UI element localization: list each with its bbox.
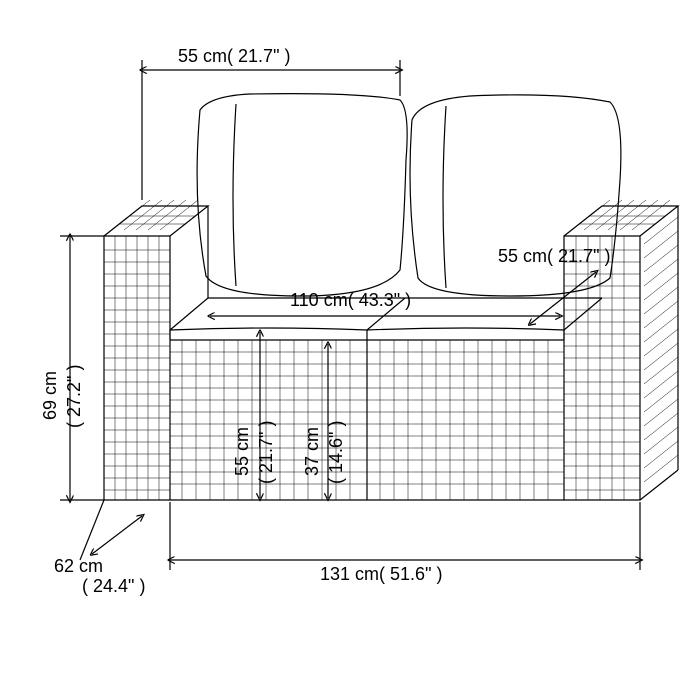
dim-top-width-cm: 55 cm (178, 46, 227, 66)
dim-seat-height-in: 14.6" (326, 432, 346, 473)
dim-seat-depth: 55 cm( 21.7" ) (498, 246, 610, 267)
paren-open: ( (227, 46, 238, 66)
dim-overall-width-in: 51.6" (390, 564, 431, 584)
dim-cushion-height-in-wrap: ( 21.7" ) (256, 421, 277, 484)
dim-cushion-height-cm: 55 cm (232, 427, 253, 476)
dim-seat-depth-cm: 55 cm (498, 246, 547, 266)
dim-seat-height-cm: 37 cm (302, 427, 323, 476)
dim-cushion-height-in: 21.7" (256, 432, 276, 473)
dim-overall-width: 131 cm( 51.6" ) (320, 564, 442, 585)
dim-seat-height-in-wrap: ( 14.6" ) (326, 421, 347, 484)
dim-seat-width-in: 43.3" (359, 290, 400, 310)
dim-top-width: 55 cm( 21.7" ) (178, 46, 290, 67)
dim-overall-depth-in-wrap: ( 24.4" ) (82, 576, 145, 597)
dim-seat-width-cm: 110 cm (290, 290, 348, 310)
dim-overall-height-in-wrap: ( 27.2" ) (64, 365, 85, 428)
dim-overall-depth-in: 24.4" (93, 576, 134, 596)
dimension-diagram: 55 cm( 21.7" ) 110 cm( 43.3" ) 55 cm( 21… (0, 0, 700, 700)
dim-seat-width: 110 cm( 43.3" ) (290, 290, 411, 311)
dim-top-width-in: 21.7" (238, 46, 279, 66)
dim-overall-width-cm: 131 cm (320, 564, 379, 584)
dim-overall-height-cm: 69 cm (40, 371, 61, 420)
dim-seat-depth-in: 21.7" (558, 246, 599, 266)
paren-close: ) (279, 46, 290, 66)
dim-overall-depth-cm: 62 cm (54, 556, 103, 577)
dim-overall-height-in: 27.2" (64, 376, 84, 417)
